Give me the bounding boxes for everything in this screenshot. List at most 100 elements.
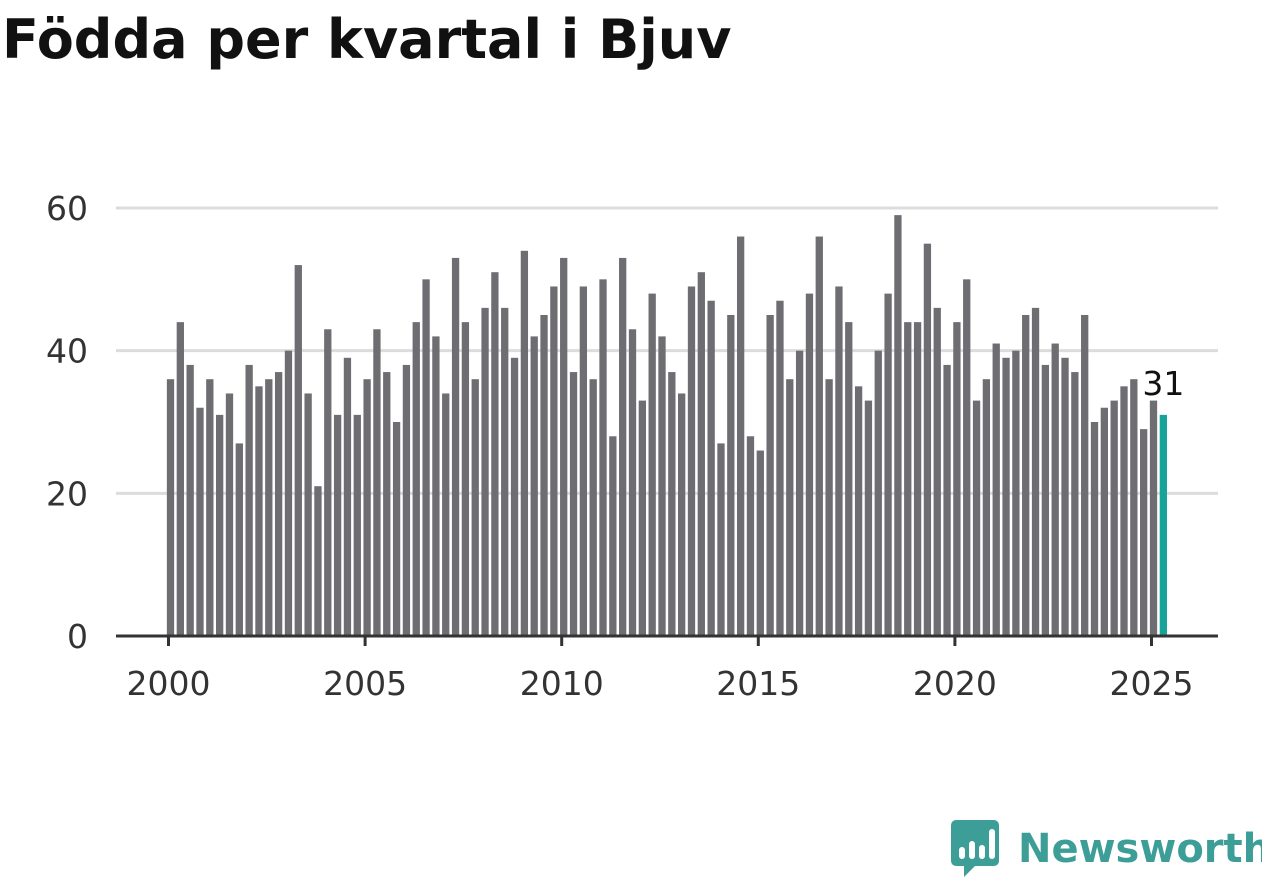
bar	[324, 329, 332, 636]
y-tick-label: 60	[46, 189, 88, 228]
bar	[333, 414, 342, 636]
bar	[904, 322, 912, 636]
bar	[894, 215, 902, 636]
bar	[1140, 429, 1148, 636]
bar	[1002, 357, 1010, 636]
axis-labels: 0 20 40 60 2000 2005 2010 2015 2020 2025 31	[46, 189, 1193, 703]
bar	[658, 336, 666, 636]
bar	[225, 393, 234, 636]
bar	[235, 443, 243, 636]
bar	[432, 336, 440, 636]
bar	[746, 436, 755, 636]
brand-name: Newsworthy	[1018, 826, 1262, 872]
bar	[619, 257, 627, 636]
bar	[963, 279, 971, 636]
bar	[196, 407, 204, 636]
bar	[255, 386, 263, 636]
newsworthy-logo-icon	[951, 820, 999, 877]
bar	[727, 315, 735, 636]
bar	[530, 336, 538, 636]
bar	[392, 422, 401, 636]
bar	[294, 265, 302, 636]
bar	[491, 272, 499, 636]
x-tick-label: 2010	[520, 664, 604, 703]
bar	[1051, 343, 1059, 636]
highlight-value-label: 31	[1142, 364, 1184, 403]
bar	[1149, 400, 1158, 636]
chart-title: Födda per kvartal i Bjuv	[2, 8, 732, 71]
bar	[1090, 422, 1099, 636]
x-tick-label: 2015	[716, 664, 800, 703]
bar	[569, 372, 578, 636]
x-tick-label: 2025	[1110, 664, 1194, 703]
x-axis	[116, 634, 1218, 646]
bar	[845, 322, 853, 636]
bar	[795, 350, 804, 636]
bar	[589, 379, 597, 636]
bar	[176, 322, 184, 636]
bar	[628, 329, 637, 636]
bar	[412, 322, 420, 636]
bar	[736, 236, 745, 636]
bar	[520, 250, 529, 637]
bar	[972, 400, 981, 636]
bar	[923, 243, 932, 637]
bar	[383, 372, 391, 636]
bar	[510, 357, 519, 636]
bar	[648, 293, 656, 636]
bar	[314, 486, 322, 636]
y-tick-label: 20	[46, 474, 88, 513]
bar	[550, 286, 558, 636]
bar	[1100, 407, 1108, 636]
bar	[373, 329, 381, 636]
bar	[786, 379, 794, 636]
bar	[216, 414, 224, 636]
y-tick-label: 40	[46, 332, 88, 371]
bar	[166, 379, 175, 636]
bar	[815, 236, 823, 636]
bar	[422, 279, 430, 636]
bar	[304, 393, 312, 636]
x-tick-label: 2005	[323, 664, 407, 703]
bar	[461, 322, 470, 636]
bar	[1031, 307, 1040, 636]
bar	[687, 286, 696, 636]
bar	[353, 414, 361, 636]
bar	[274, 372, 283, 636]
bar	[1041, 364, 1050, 636]
bar	[884, 293, 892, 636]
bar	[913, 322, 922, 636]
bar	[1061, 357, 1069, 636]
bar	[1081, 315, 1089, 636]
bar	[186, 364, 194, 636]
bar	[284, 350, 293, 636]
bar	[805, 293, 814, 636]
bar	[992, 343, 1000, 636]
bar	[560, 257, 568, 636]
bar	[638, 400, 646, 636]
bars	[166, 215, 1167, 637]
bar	[481, 307, 489, 636]
bar	[402, 364, 411, 636]
bar	[874, 350, 882, 636]
bar	[953, 322, 961, 636]
bar	[1120, 386, 1128, 636]
bar	[1012, 350, 1020, 636]
bar	[825, 379, 833, 636]
brand: Newsworthy	[950, 818, 1262, 880]
bar	[471, 379, 479, 636]
bar	[668, 372, 676, 636]
bar	[451, 257, 460, 636]
bar	[756, 450, 764, 636]
bar	[982, 379, 991, 636]
bar	[933, 307, 941, 636]
bar	[864, 400, 873, 636]
bar	[776, 300, 784, 636]
bar	[442, 393, 450, 636]
x-tick-label: 2000	[127, 664, 211, 703]
x-tick-label: 2020	[913, 664, 997, 703]
bar	[265, 379, 273, 636]
bar	[678, 393, 686, 636]
bar-highlight	[1159, 414, 1167, 636]
bar	[579, 286, 588, 636]
